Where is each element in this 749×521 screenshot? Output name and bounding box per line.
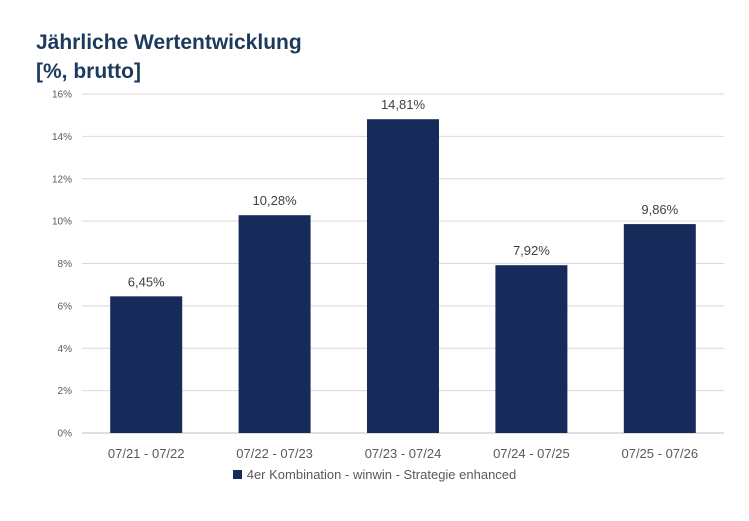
bar xyxy=(367,119,439,433)
bar xyxy=(110,296,183,433)
y-tick-label: 2% xyxy=(58,386,73,397)
x-category-label: 07/21 - 07/22 xyxy=(108,446,185,461)
chart-title: Jährliche Wertentwicklung [%, brutto] xyxy=(36,28,302,86)
x-category-label: 07/22 - 07/23 xyxy=(236,446,313,461)
legend-swatch xyxy=(232,470,242,479)
y-tick-label: 12% xyxy=(52,174,72,185)
chart-title-line-1: Jährliche Wertentwicklung xyxy=(36,31,302,54)
legend-label: 4er Kombination - winwin - Strategie enh… xyxy=(246,467,517,482)
y-tick-label: 6% xyxy=(58,301,73,312)
data-label: 6,45% xyxy=(128,274,165,289)
data-labels: 6,45% 10,28% 14,81% 7,92% 9,86% xyxy=(128,97,679,289)
bar xyxy=(623,224,696,433)
x-category-label: 07/23 - 07/24 xyxy=(365,446,442,461)
x-category-label: 07/24 - 07/25 xyxy=(493,446,570,461)
y-tick-label: 10% xyxy=(52,217,72,228)
y-tick-label: 16% xyxy=(52,90,72,101)
bar xyxy=(495,265,568,433)
bars xyxy=(110,119,696,433)
data-label: 9,86% xyxy=(641,202,678,217)
x-category-label: 07/25 - 07/26 xyxy=(621,446,698,461)
legend: 4er Kombination - winwin - Strategie enh… xyxy=(0,467,749,482)
bar xyxy=(238,215,311,433)
y-tick-label: 8% xyxy=(58,259,73,270)
data-label: 10,28% xyxy=(253,193,298,208)
y-tick-label: 0% xyxy=(58,429,73,440)
data-label: 14,81% xyxy=(381,97,426,112)
y-axis-ticks: 0% 2% 4% 6% 8% 10% 12% 14% 16% xyxy=(52,90,72,440)
y-tick-label: 14% xyxy=(52,132,72,143)
data-label: 7,92% xyxy=(513,243,550,258)
x-axis-categories: 07/21 - 07/22 07/22 - 07/23 07/23 - 07/24 0… xyxy=(108,446,698,461)
y-tick-label: 4% xyxy=(58,344,73,355)
chart-subtitle: [%, brutto] xyxy=(36,60,141,83)
